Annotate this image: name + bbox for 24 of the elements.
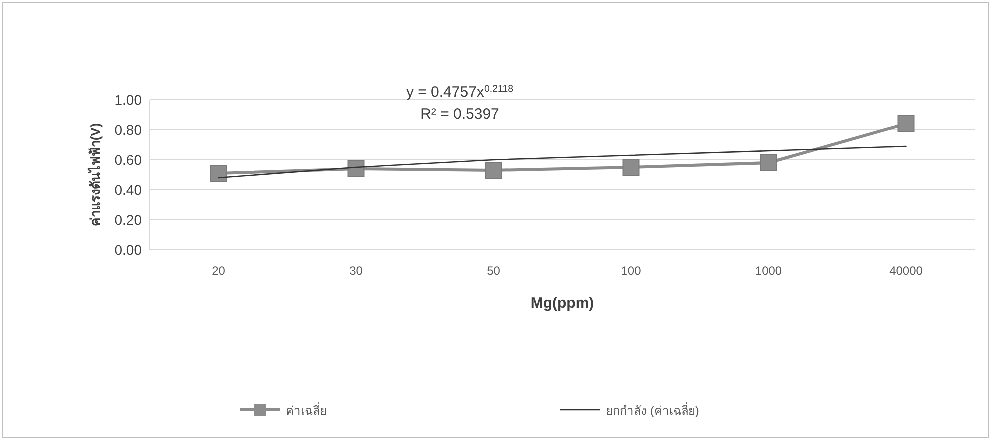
x-tick-label: 30 <box>350 264 364 278</box>
y-tick-label: 0.20 <box>114 212 142 228</box>
y-axis-title: ค่าแรงดันไฟฟ้า(V) <box>87 123 103 227</box>
x-tick-label: 1000 <box>755 264 782 278</box>
y-tick-label: 0.40 <box>114 182 142 198</box>
point <box>348 160 365 178</box>
legend-label: ยกกำลัง (ค่าเฉลี่ย) <box>606 402 700 418</box>
point <box>760 154 778 172</box>
annotation: R² = 0.5397 <box>420 106 500 123</box>
x-tick-label: 50 <box>487 264 501 278</box>
x-tick-label: 20 <box>212 264 226 278</box>
y-tick-label: 0.80 <box>114 122 142 138</box>
y-tick-label: 1.00 <box>114 92 142 108</box>
point <box>485 162 502 179</box>
legend-label: ค่าเฉลี่ย <box>286 402 327 418</box>
point <box>898 116 915 132</box>
point <box>210 165 228 182</box>
x-tick-label: 100 <box>621 264 642 278</box>
point <box>622 159 640 176</box>
y-tick-label: 0.60 <box>114 152 142 168</box>
y-tick-label: 0.00 <box>114 242 142 258</box>
x-axis-title: Mg(ppm) <box>530 295 594 312</box>
annotation: y = 0.4757x$^{0.2118}$ <box>406 84 514 101</box>
x-tick-label: 40000 <box>890 264 924 278</box>
